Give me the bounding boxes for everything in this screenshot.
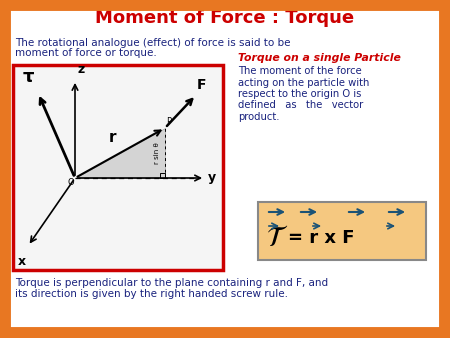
Text: r sin θ: r sin θ [154,142,160,164]
Text: defined   as   the   vector: defined as the vector [238,100,363,111]
Bar [13,65,223,270]
Polygon shape [75,128,165,178]
Bar [258,202,426,260]
Text: $\mathcal{T}$: $\mathcal{T}$ [266,224,288,252]
Text: F: F [197,78,207,92]
Text: its direction is given by the right handed screw rule.: its direction is given by the right hand… [15,289,288,299]
Text: respect to the origin O is: respect to the origin O is [238,89,361,99]
Text: = r x F: = r x F [288,229,355,247]
Text: The rotational analogue (effect) of force is said to be: The rotational analogue (effect) of forc… [15,38,291,48]
Text: Torque is perpendicular to the plane containing r and F, and: Torque is perpendicular to the plane con… [15,278,328,288]
Text: product.: product. [238,112,279,122]
Text: r: r [108,130,116,145]
Bar [160,173,165,178]
Text: x: x [18,255,26,268]
Text: Moment of Force : Torque: Moment of Force : Torque [95,9,355,27]
Text: O: O [68,178,75,187]
Text: $\mathbf{\tau}$: $\mathbf{\tau}$ [22,68,35,86]
Text: z: z [77,63,84,76]
Text: y: y [208,171,216,185]
Text: Torque on a single Particle: Torque on a single Particle [238,53,401,63]
Text: acting on the particle with: acting on the particle with [238,77,369,88]
Text: P: P [166,117,171,126]
Text: moment of force or torque.: moment of force or torque. [15,48,157,58]
Text: The moment of the force: The moment of the force [238,66,362,76]
